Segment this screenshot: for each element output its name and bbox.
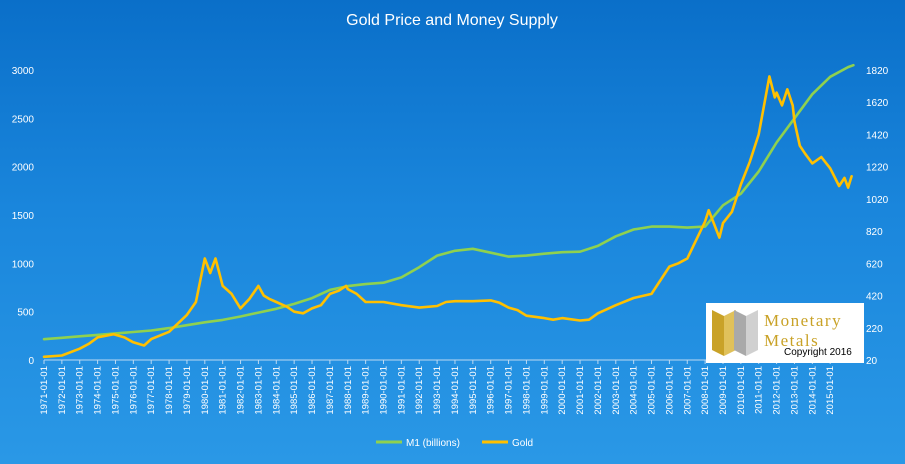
x-tick-label: 1977-01-01 — [146, 366, 157, 415]
x-tick-label: 1999-01-01 — [539, 366, 550, 415]
right-tick-label: 1820 — [866, 66, 889, 77]
x-axis-ticks: 1971-01-01 1972-01-01 1973-01-01 1974-01-01… — [39, 360, 836, 415]
x-tick-label: 1971-01-01 — [39, 366, 50, 415]
x-tick-label: 2000-01-01 — [557, 366, 568, 415]
x-tick-label: 1995-01-01 — [468, 366, 479, 415]
x-tick-label: 1981-01-01 — [218, 366, 229, 415]
right-tick-label: 620 — [866, 259, 883, 270]
series-layer — [42, 63, 855, 359]
x-tick-label: 1983-01-01 — [253, 366, 264, 415]
x-tick-label: 1980-01-01 — [200, 366, 211, 415]
x-tick-label: 1985-01-01 — [289, 366, 300, 415]
x-tick-label: 2011-01-01 — [754, 366, 765, 414]
left-tick-label: 1000 — [12, 259, 35, 270]
logo-text-metals: Metals — [764, 331, 820, 350]
x-tick-label: 2008-01-01 — [700, 366, 711, 415]
left-tick-label: 1500 — [12, 211, 35, 222]
x-tick-label: 1994-01-01 — [450, 366, 461, 415]
x-tick-label: 1978-01-01 — [164, 366, 175, 415]
x-tick-label: 1990-01-01 — [378, 366, 389, 415]
left-tick-label: 500 — [17, 308, 34, 319]
x-tick-label: 1989-01-01 — [361, 366, 372, 415]
series-line-gold — [42, 75, 853, 359]
x-tick-label: 2001-01-01 — [575, 366, 586, 415]
x-tick-label: 1982-01-01 — [236, 366, 247, 415]
right-tick-label: 820 — [866, 227, 883, 238]
x-tick-label: 1986-01-01 — [307, 366, 318, 415]
legend: M1 (billions) Gold — [376, 438, 533, 449]
left-tick-label: 0 — [28, 356, 34, 367]
chart-title: Gold Price and Money Supply — [346, 12, 558, 29]
x-tick-label: 1987-01-01 — [325, 366, 336, 415]
logo-text-monetary: Monetary — [764, 311, 843, 330]
x-tick-label: 1998-01-01 — [521, 366, 532, 415]
x-tick-label: 1996-01-01 — [486, 366, 497, 415]
x-tick-label: 2004-01-01 — [629, 366, 640, 415]
x-tick-label: 2009-01-01 — [718, 366, 729, 415]
legend-label-m1: M1 (billions) — [406, 438, 460, 449]
x-tick-label: 1973-01-01 — [75, 366, 86, 415]
right-tick-label: 20 — [866, 356, 878, 367]
right-tick-label: 220 — [866, 324, 883, 335]
right-tick-label: 1020 — [866, 195, 889, 206]
right-axis-ticks: 20 220 420 620 820 1020 1220 1420 1620 1820 — [866, 66, 889, 367]
x-tick-label: 1992-01-01 — [414, 366, 425, 415]
legend-label-gold: Gold — [512, 438, 533, 449]
monetary-metals-logo: Monetary Metals Copyright 2016 — [706, 303, 864, 363]
right-tick-label: 420 — [866, 292, 883, 303]
x-tick-label: 2003-01-01 — [611, 366, 622, 415]
x-tick-label: 2005-01-01 — [647, 366, 658, 415]
x-tick-label: 2012-01-01 — [772, 366, 783, 415]
x-tick-label: 2013-01-01 — [789, 366, 800, 415]
x-tick-label: 1976-01-01 — [128, 366, 139, 415]
x-tick-label: 1984-01-01 — [271, 366, 282, 415]
x-tick-label: 1991-01-01 — [396, 366, 407, 415]
left-tick-label: 2500 — [12, 114, 35, 125]
x-tick-label: 2015-01-01 — [825, 366, 836, 415]
x-tick-label: 1988-01-01 — [343, 366, 354, 415]
monetary-metals-mark-icon — [712, 310, 758, 356]
x-tick-label: 1974-01-01 — [93, 366, 104, 415]
x-tick-label: 1972-01-01 — [57, 366, 68, 415]
x-tick-label: 1979-01-01 — [182, 366, 193, 415]
left-axis-ticks: 0 500 1000 1500 2000 2500 3000 — [12, 66, 35, 367]
x-tick-label: 2002-01-01 — [593, 366, 604, 415]
left-tick-label: 3000 — [12, 66, 35, 77]
x-tick-label: 1997-01-01 — [504, 366, 515, 415]
x-tick-label: 2010-01-01 — [736, 366, 747, 415]
right-tick-label: 1220 — [866, 163, 889, 174]
x-tick-label: 2006-01-01 — [664, 366, 675, 415]
right-tick-label: 1420 — [866, 130, 889, 141]
left-tick-label: 2000 — [12, 163, 35, 174]
logo-copyright: Copyright 2016 — [784, 347, 852, 358]
x-tick-label: 1975-01-01 — [110, 366, 121, 415]
x-tick-label: 2007-01-01 — [682, 366, 693, 415]
right-tick-label: 1620 — [866, 98, 889, 109]
x-tick-label: 1993-01-01 — [432, 366, 443, 415]
x-tick-label: 2014-01-01 — [807, 366, 818, 415]
series-line-m1 — [42, 63, 855, 341]
